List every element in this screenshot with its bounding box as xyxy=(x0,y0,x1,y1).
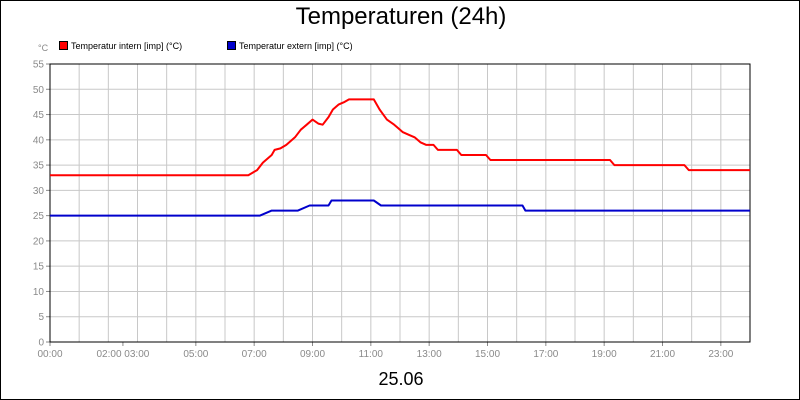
x-tick-label: 09:00 xyxy=(300,349,325,360)
y-tick-label: 0 xyxy=(38,338,44,349)
x-tick-label: 07:00 xyxy=(242,349,267,360)
x-tick-label: 13:00 xyxy=(417,349,442,360)
series-line-intern xyxy=(50,98,750,177)
y-axis-unit-label: °C xyxy=(38,43,49,53)
y-tick-label: 30 xyxy=(33,186,45,197)
y-tick-label: 45 xyxy=(33,110,45,121)
legend-label-intern: Temperatur intern [imp] (°C) xyxy=(71,41,183,51)
y-tick-label: 25 xyxy=(33,211,45,222)
y-tick-label: 5 xyxy=(38,312,44,323)
x-tick-label: 23:00 xyxy=(708,349,733,360)
legend-item-extern: Temperatur extern [imp] (°C) xyxy=(227,39,353,53)
y-tick-label: 35 xyxy=(33,161,45,172)
legend-label-extern: Temperatur extern [imp] (°C) xyxy=(239,41,353,51)
y-tick-label: 50 xyxy=(33,85,45,96)
x-tick-label: 15:00 xyxy=(475,349,500,360)
series-line-extern xyxy=(50,199,750,217)
y-tick-label: 10 xyxy=(33,287,45,298)
x-tick-label: 05:00 xyxy=(183,349,208,360)
y-tick-label: 15 xyxy=(33,262,45,273)
x-tick-label: 19:00 xyxy=(592,349,617,360)
x-tick-label: 17:00 xyxy=(533,349,558,360)
x-tick-label: 11:00 xyxy=(359,349,384,360)
y-tick-label: 40 xyxy=(33,135,45,146)
x-tick-label: 02:00 03:00 xyxy=(97,349,150,360)
y-tick-label: 20 xyxy=(33,236,45,247)
legend-item-intern: Temperatur intern [imp] (°C) xyxy=(59,39,182,53)
plot-area-border xyxy=(49,63,751,343)
date-label: 25.06 xyxy=(378,369,424,389)
chart-title: Temperaturen (24h) xyxy=(295,3,507,30)
legend-swatch-red xyxy=(59,41,68,50)
x-tick-label: 00:00 xyxy=(37,349,62,360)
y-tick-label: 55 xyxy=(33,60,45,71)
x-tick-label: 21:00 xyxy=(650,349,675,360)
legend-swatch-blue xyxy=(227,41,236,50)
